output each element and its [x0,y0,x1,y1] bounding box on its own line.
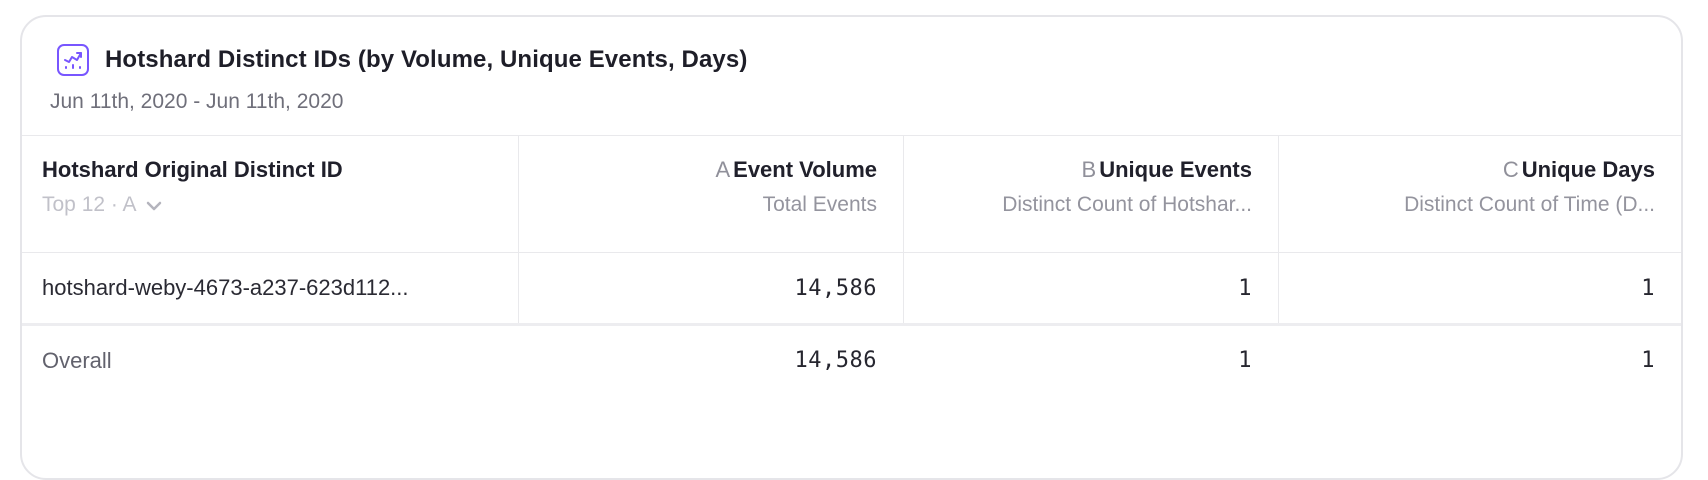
column-header-unique-days[interactable]: C Unique Days Distinct Count of Time (D..… [1278,136,1681,252]
series-letter-b: B [1081,157,1097,182]
table-row[interactable]: hotshard-weby-4673-a237-623d112... 14,58… [22,253,1681,326]
column-label: Event Volume [733,157,877,182]
column-sublabel: Distinct Count of Hotshar... [1002,193,1252,216]
unique-days-value: 1 [1641,348,1655,373]
overall-unique-events-cell: 1 [903,326,1278,436]
line-chart-icon [57,44,89,76]
results-table: Hotshard Original Distinct ID Top 12 · A… [22,135,1681,436]
row-distinct-id-cell[interactable]: hotshard-weby-4673-a237-623d112... [22,253,518,323]
top-n-selector[interactable]: Top 12 · A [42,193,162,217]
overall-label: Overall [42,348,112,373]
unique-events-value: 1 [1238,348,1252,373]
column-header-event-volume[interactable]: A Event Volume Total Events [518,136,903,252]
date-range: Jun 11th, 2020 - Jun 11th, 2020 [50,90,344,113]
report-title: Hotshard Distinct IDs (by Volume, Unique… [105,46,748,73]
row-unique-events-cell: 1 [903,253,1278,323]
overall-row: Overall 14,586 1 1 [22,326,1681,436]
event-volume-value: 14,586 [794,348,877,373]
top-n-label: Top 12 · A [42,193,137,216]
chevron-down-icon [146,201,161,210]
column-label: Unique Events [1099,157,1252,182]
series-letter-a: A [715,157,731,182]
distinct-id-value: hotshard-weby-4673-a237-623d112... [42,275,409,300]
overall-event-volume-cell: 14,586 [518,326,903,436]
row-event-volume-cell: 14,586 [518,253,903,323]
unique-events-value: 1 [1238,275,1252,301]
column-sublabel: Total Events [762,193,877,216]
report-header: Hotshard Distinct IDs (by Volume, Unique… [22,17,1681,114]
table-header-row: Hotshard Original Distinct ID Top 12 · A… [22,135,1681,253]
event-volume-value: 14,586 [794,275,877,301]
column-label: Hotshard Original Distinct ID [42,157,343,182]
overall-unique-days-cell: 1 [1278,326,1681,436]
column-label: Unique Days [1521,157,1655,182]
row-unique-days-cell: 1 [1278,253,1681,323]
unique-days-value: 1 [1641,275,1655,301]
column-sublabel: Distinct Count of Time (D... [1404,193,1655,216]
overall-label-cell: Overall [22,326,518,436]
series-letter-c: C [1502,157,1519,182]
column-header-unique-events[interactable]: B Unique Events Distinct Count of Hotshar… [903,136,1278,252]
column-header-distinct-id[interactable]: Hotshard Original Distinct ID Top 12 · A [22,136,518,252]
insights-report-card: Hotshard Distinct IDs (by Volume, Unique… [20,15,1683,480]
